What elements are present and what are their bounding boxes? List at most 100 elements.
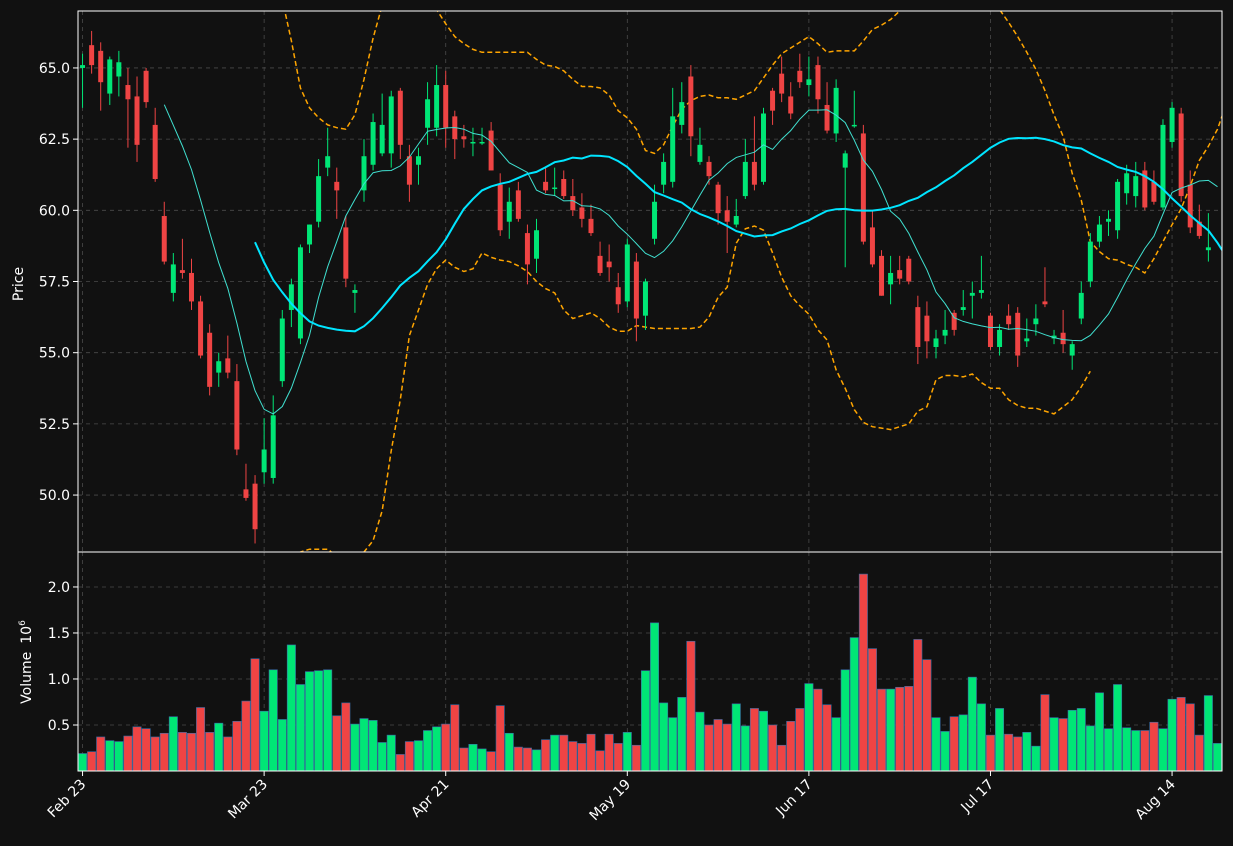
candle-body — [479, 141, 485, 144]
candle-body — [1078, 292, 1084, 319]
volume-y-axis-exponent: 6 — [18, 620, 28, 626]
candle — [80, 53, 86, 108]
candle — [797, 53, 803, 88]
volume-bar — [822, 704, 832, 771]
candle — [1069, 341, 1075, 370]
candle — [479, 127, 485, 145]
volume-bar — [976, 703, 986, 771]
price-y-tick-label: 52.5 — [39, 417, 70, 433]
candle-body — [80, 65, 86, 68]
volume-bar — [949, 716, 959, 771]
candle — [1006, 304, 1012, 330]
candle — [1096, 216, 1102, 248]
candle-body — [524, 233, 530, 265]
candle-body — [1051, 335, 1057, 339]
candle — [134, 76, 140, 162]
candle-body — [225, 358, 231, 373]
candle — [715, 181, 721, 225]
candle — [879, 250, 885, 296]
candle — [443, 70, 449, 148]
volume-bar — [1194, 734, 1204, 771]
candle-body — [425, 99, 431, 128]
bollinger-lower-band — [299, 225, 1091, 552]
volume-bar — [259, 710, 269, 771]
volume-bar — [513, 746, 523, 771]
volume-bar — [1104, 728, 1113, 771]
candle-body — [89, 45, 95, 66]
volume-bar — [704, 724, 714, 771]
candle-body — [415, 156, 421, 165]
candle — [207, 324, 213, 396]
price-y-tick-label: 62.5 — [39, 132, 70, 148]
volume-bar — [1113, 684, 1123, 771]
candle-body — [1060, 332, 1066, 345]
candle — [198, 295, 204, 359]
candle-body — [715, 184, 721, 214]
candle-body — [334, 181, 340, 191]
volume-bar — [1049, 717, 1059, 771]
candle — [860, 124, 866, 245]
candle-body — [642, 281, 648, 316]
volume-bar — [1031, 745, 1041, 771]
candle — [915, 295, 921, 365]
volume-bar — [958, 714, 968, 771]
candle-body — [543, 181, 549, 191]
candle-body — [851, 124, 857, 127]
candle-body — [1106, 218, 1112, 222]
candle-body — [897, 270, 903, 279]
volume-y-axis-label-text: Volume — [19, 652, 35, 704]
volume-bar — [677, 697, 687, 771]
candle-body — [170, 264, 176, 293]
volume-bar — [1004, 733, 1014, 771]
candle — [152, 107, 158, 182]
candle — [633, 253, 639, 342]
volume-bar — [495, 705, 505, 771]
volume-bar — [1185, 703, 1195, 771]
volume-bar — [804, 683, 814, 771]
candle-body — [216, 361, 222, 373]
candle-body — [406, 156, 412, 185]
candle-body — [588, 218, 594, 234]
candle-body — [933, 338, 939, 347]
candle — [1178, 107, 1184, 202]
price-y-ticks: 50.0 52.5 55.0 57.5 60.0 62.5 65.0 — [39, 61, 78, 504]
candle — [234, 364, 240, 456]
x-tick-label: Aug 14 — [1132, 776, 1178, 822]
volume-bar — [622, 732, 632, 771]
candle — [597, 241, 603, 276]
volume-bar — [532, 749, 541, 771]
candle-body — [888, 272, 894, 285]
candle-body — [797, 70, 803, 83]
volume-bar — [404, 741, 414, 771]
candle-body — [1133, 176, 1139, 197]
volume-bar — [631, 744, 641, 771]
candle — [325, 127, 331, 177]
volume-bar — [967, 676, 977, 771]
candle-body — [1178, 113, 1184, 197]
candle — [425, 82, 431, 145]
volume-bar — [1094, 692, 1104, 771]
candle-body — [352, 290, 358, 293]
candle — [1060, 309, 1066, 353]
volume-bar — [1140, 730, 1150, 771]
candle-body — [978, 290, 984, 293]
candle-body — [697, 144, 703, 162]
candle — [624, 238, 630, 308]
volume-bar — [159, 732, 169, 771]
candle-body — [661, 161, 667, 185]
candle-body — [125, 85, 131, 100]
candle — [470, 127, 476, 157]
candle-body — [234, 381, 240, 450]
candle-body — [343, 227, 349, 279]
candle-body — [842, 153, 848, 168]
candle-body — [1124, 173, 1130, 194]
volume-bar — [114, 741, 124, 771]
candle — [888, 255, 894, 305]
volume-bar — [985, 734, 995, 771]
volume-bar — [904, 686, 914, 771]
volume-bar — [731, 703, 741, 771]
axes-frames — [77, 10, 1223, 772]
candle — [1106, 210, 1112, 236]
candle-body — [207, 332, 213, 387]
candle — [188, 258, 194, 310]
